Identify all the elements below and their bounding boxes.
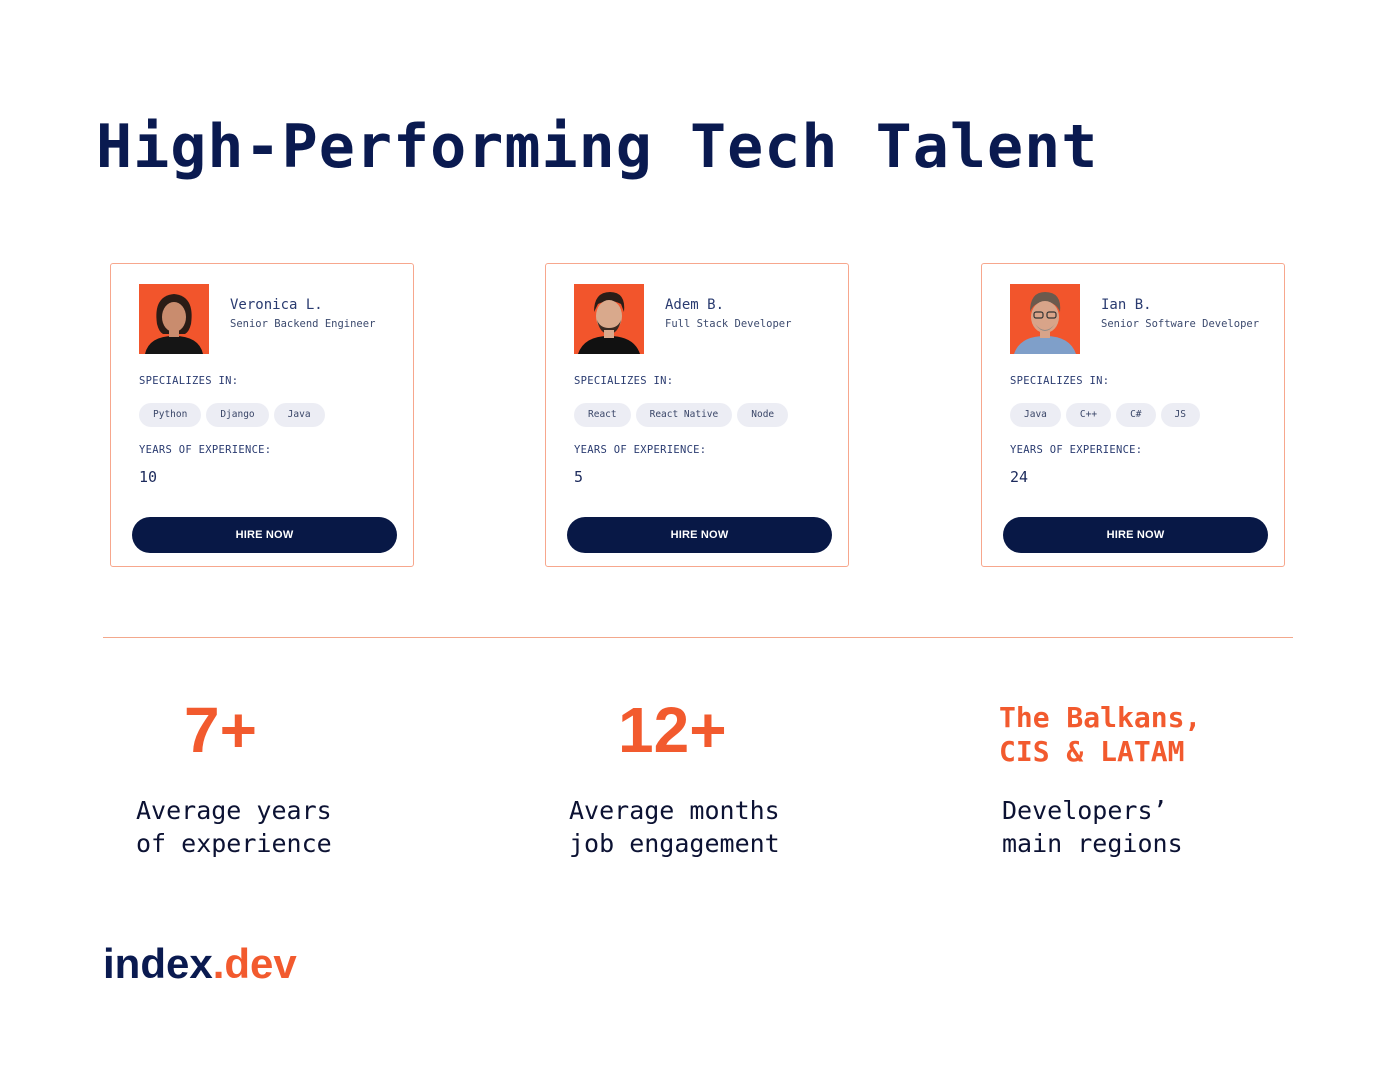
stat-years-value: 7+ xyxy=(184,694,257,766)
years-value: 24 xyxy=(1010,468,1029,486)
candidate-role: Senior Backend Engineer xyxy=(230,318,376,330)
skill-tag: Python xyxy=(139,403,202,427)
years-label: YEARS OF EXPERIENCE: xyxy=(139,444,272,456)
avatar-photo-icon xyxy=(139,284,209,354)
stat-regions-label: Developers’ main regions xyxy=(1002,796,1183,858)
skill-tag: Django xyxy=(206,403,269,427)
stat-years-label: Average years of experience xyxy=(136,796,332,858)
logo-accent-text: .dev xyxy=(212,940,297,987)
years-value: 5 xyxy=(574,468,584,486)
stat-regions-value: The Balkans, CIS & LATAM xyxy=(999,701,1202,768)
specializes-label: SPECIALIZES IN: xyxy=(1010,375,1110,387)
talent-card-veronica: Veronica L. Senior Backend Engineer SPEC… xyxy=(110,263,414,567)
skill-tags: Java C++ C# JS xyxy=(1010,403,1200,427)
avatar-photo-icon xyxy=(574,284,644,354)
hire-now-button[interactable]: HIRE NOW xyxy=(1003,517,1268,553)
skill-tag: Node xyxy=(737,403,789,427)
stat-months-label: Average months job engagement xyxy=(569,796,780,858)
specializes-label: SPECIALIZES IN: xyxy=(139,375,239,387)
years-value: 10 xyxy=(139,468,158,486)
candidate-name: Veronica L. xyxy=(230,297,323,313)
avatar-photo-icon xyxy=(1010,284,1080,354)
candidate-role: Senior Software Developer xyxy=(1101,318,1260,330)
logo-main-text: index xyxy=(103,940,213,987)
skill-tags: React React Native Node xyxy=(574,403,789,427)
candidate-role: Full Stack Developer xyxy=(665,318,792,330)
brand-logo: index.dev xyxy=(103,940,297,988)
talent-card-ian: Ian B. Senior Software Developer SPECIAL… xyxy=(981,263,1285,567)
hire-now-button[interactable]: HIRE NOW xyxy=(567,517,832,553)
years-label: YEARS OF EXPERIENCE: xyxy=(1010,444,1143,456)
skill-tags: Python Django Java xyxy=(139,403,325,427)
years-label: YEARS OF EXPERIENCE: xyxy=(574,444,707,456)
specializes-label: SPECIALIZES IN: xyxy=(574,375,674,387)
skill-tag: C# xyxy=(1116,403,1156,427)
skill-tag: Java xyxy=(273,403,325,427)
hire-now-button[interactable]: HIRE NOW xyxy=(132,517,397,553)
skill-tag: Java xyxy=(1010,403,1061,427)
skill-tag: JS xyxy=(1160,403,1200,427)
stat-months-value: 12+ xyxy=(618,694,727,766)
candidate-name: Adem B. xyxy=(665,297,725,313)
talent-card-adem: Adem B. Full Stack Developer SPECIALIZES… xyxy=(545,263,849,567)
section-divider xyxy=(103,637,1293,638)
skill-tag: React xyxy=(574,403,631,427)
skill-tag: React Native xyxy=(635,403,733,427)
skill-tag: C++ xyxy=(1065,403,1112,427)
page-title: High-Performing Tech Talent xyxy=(96,112,1099,182)
candidate-name: Ian B. xyxy=(1101,297,1152,313)
